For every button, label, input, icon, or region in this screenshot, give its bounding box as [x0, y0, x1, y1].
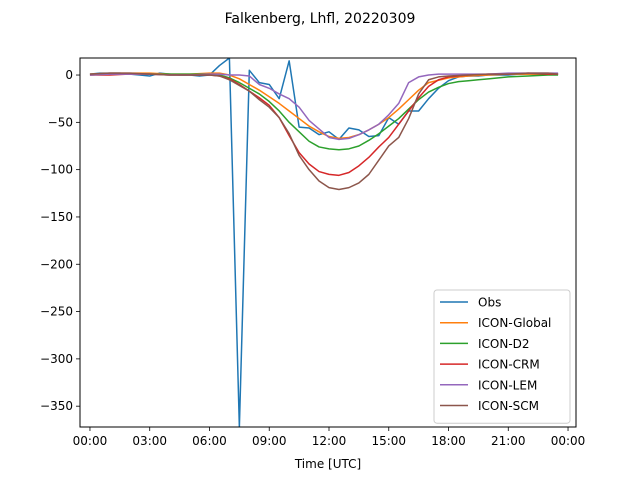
plot-frame: [79, 57, 577, 428]
legend: Obs ICON-Global ICON-D2 ICON-CRM ICON-LEM ICO…: [433, 289, 571, 424]
x-tick-label: 06:00: [192, 434, 227, 448]
legend-label: Obs: [478, 296, 501, 310]
x-tick-label: 12:00: [312, 434, 347, 448]
chart-title: Falkenberg, Lhfl, 20220309: [225, 11, 416, 27]
series-line-icon-scm: [89, 72, 559, 191]
series-line-icon-lem: [89, 72, 559, 141]
x-tick-label: 18:00: [431, 434, 466, 448]
y-tick-label: −200: [40, 257, 73, 271]
x-tick-label: 00:00: [73, 434, 108, 448]
x-tick-label: 09:00: [252, 434, 287, 448]
series-line-icon-d2: [89, 73, 559, 151]
y-tick-label: −150: [40, 210, 73, 224]
x-tick-label: 15:00: [371, 434, 406, 448]
y-tick-label: 0: [65, 68, 73, 82]
legend-label: ICON-CRM: [478, 358, 540, 372]
series-layer: [89, 58, 559, 427]
y-tick-label: −250: [40, 305, 73, 319]
y-tick-label: −350: [40, 399, 73, 413]
x-axis-ticks: 00:00 03:00 06:00 09:00 12:00 15:00 18:00 21:00…: [73, 427, 586, 448]
x-tick-label: 21:00: [491, 434, 526, 448]
series-line-icon-global: [89, 72, 559, 140]
x-tick-label: 00:00: [551, 434, 586, 448]
legend-label: ICON-Global: [478, 316, 551, 330]
x-axis-label: Time [UTC]: [294, 457, 361, 471]
y-tick-label: −100: [40, 163, 73, 177]
legend-label: ICON-SCM: [478, 399, 539, 413]
y-axis-ticks: 0 −50 −100 −150 −200 −250 −300 −350: [40, 68, 80, 413]
y-tick-label: −300: [40, 352, 73, 366]
legend-label: ICON-LEM: [478, 378, 537, 392]
y-tick-label: −50: [48, 115, 73, 129]
legend-label: ICON-D2: [478, 337, 530, 351]
x-tick-label: 03:00: [132, 434, 167, 448]
series-line-icon-crm: [89, 72, 559, 177]
